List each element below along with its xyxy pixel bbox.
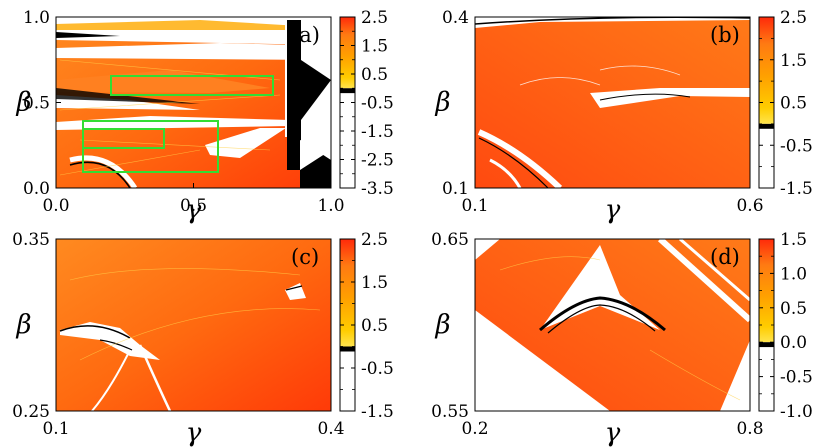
x-tick-label: 1.0 xyxy=(317,196,344,216)
y-axis-label: β xyxy=(15,88,31,118)
colorbar-tick-label: 1.5 xyxy=(361,37,388,57)
colorbar-tick-label: 0.5 xyxy=(780,94,807,114)
y-tick-label: 0.1 xyxy=(442,179,469,199)
colorbar-tick-label: 1.5 xyxy=(780,51,807,71)
y-tick-label: 0.35 xyxy=(12,230,50,250)
colorbar-tick-label: -0.5 xyxy=(780,136,813,156)
colorbar-tick-label: -1.5 xyxy=(361,122,394,142)
y-tick-label: 1.0 xyxy=(23,8,50,28)
panel-b-colorbar: 2.5 1.5 0.5 -0.5 -1.5 xyxy=(758,8,813,199)
x-tick-label: 0.8 xyxy=(736,419,763,439)
x-tick-label: 0.2 xyxy=(461,419,488,439)
colorbar-zero-band xyxy=(340,88,355,94)
panel-a-colorbar: 2.5 1.5 0.5 -0.5 -1.5 -2.5 -3.5 xyxy=(339,8,394,199)
colorbar-tick-label: 1.0 xyxy=(780,264,807,284)
x-tick-label: 0.6 xyxy=(736,196,763,216)
x-axis-label: γ xyxy=(605,418,621,447)
panel-a: (a) 0.0 0.5 1.0 0.0 0.5 1.0 γ β 2.5 1.5 0.5 -0.5 -1… xyxy=(15,8,393,225)
x-tick-label: 0.0 xyxy=(42,196,69,216)
colorbar-negative xyxy=(759,347,774,411)
colorbar-tick-label: 0.0 xyxy=(780,333,807,353)
colorbar-tick-label: 2.5 xyxy=(361,230,388,250)
colorbar-tick-label: 0.5 xyxy=(780,299,807,319)
panel-d-label: (d) xyxy=(710,245,740,269)
colorbar-positive xyxy=(759,239,774,343)
panel-a-heatmap xyxy=(55,16,332,190)
colorbar-tick-label: -1.0 xyxy=(780,402,813,422)
y-tick-label: 0.55 xyxy=(431,402,469,422)
panel-b: (b) 0.1 0.6 0.1 0.4 γ β 2.5 1.5 0.5 -0.5 -1.5 xyxy=(434,8,812,225)
colorbar-zero-band xyxy=(759,342,774,348)
panel-c-heatmap xyxy=(55,238,332,412)
colorbar-negative xyxy=(340,93,355,188)
colorbar-tick-label: 2.5 xyxy=(361,8,388,28)
colorbar-negative xyxy=(759,128,774,188)
x-axis-label: γ xyxy=(605,195,621,225)
panel-c-colorbar: 2.5 1.5 0.5 -0.5 -1.5 xyxy=(339,230,394,422)
panel-d-colorbar: 1.5 1.0 0.5 0.0 -0.5 -1.0 xyxy=(758,230,813,422)
colorbar-positive xyxy=(759,17,774,124)
colorbar-zero-band xyxy=(340,346,355,352)
colorbar-tick-label: 0.5 xyxy=(361,65,388,85)
x-tick-label: 0.1 xyxy=(461,196,488,216)
zoom-box-c xyxy=(82,128,165,149)
y-tick-label: 0.5 xyxy=(23,94,50,114)
panel-d-heatmap xyxy=(474,236,753,412)
colorbar-tick-label: -1.5 xyxy=(361,402,394,422)
y-axis-label: β xyxy=(434,88,450,118)
zoom-box-d xyxy=(110,75,274,96)
y-tick-label: 0.25 xyxy=(12,402,50,422)
panel-d: (d) 0.2 0.8 0.55 0.65 γ β 1.5 1.0 0.5 0.0 -0.5 -1.… xyxy=(431,230,813,447)
panel-b-heatmap xyxy=(474,16,751,191)
colorbar-tick-label: -3.5 xyxy=(361,179,394,199)
colorbar-positive xyxy=(340,239,355,347)
colorbar-tick-label: 0.5 xyxy=(361,316,388,336)
panel-c-label: (c) xyxy=(291,245,319,269)
colorbar-zero-band xyxy=(759,123,774,129)
x-axis-label: γ xyxy=(186,418,202,447)
colorbar-tick-label: -0.5 xyxy=(361,359,394,379)
colorbar-tick-label: -0.5 xyxy=(780,368,813,388)
colorbar-negative xyxy=(340,351,355,411)
panel-a-label: (a) xyxy=(291,23,320,47)
x-axis-label: γ xyxy=(186,195,202,225)
panel-c: (c) 0.1 0.4 0.25 0.35 γ β 2.5 1.5 0.5 -0.5 -1.5 xyxy=(12,230,394,447)
colorbar-tick-label: 2.5 xyxy=(780,8,807,28)
y-tick-label: 0.4 xyxy=(442,8,469,28)
y-axis-label: β xyxy=(434,310,450,340)
panel-b-label: (b) xyxy=(710,23,740,47)
colorbar-tick-label: -2.5 xyxy=(361,151,394,171)
y-axis-label: β xyxy=(15,310,31,340)
y-tick-label: 0.0 xyxy=(23,179,50,199)
colorbar-tick-label: 1.5 xyxy=(361,273,388,293)
colorbar-positive xyxy=(340,17,355,89)
colorbar-tick-label: -1.5 xyxy=(780,179,813,199)
colorbar-tick-label: 1.5 xyxy=(780,230,807,250)
colorbar-tick-label: -0.5 xyxy=(361,94,394,114)
x-tick-label: 0.1 xyxy=(42,419,69,439)
x-tick-label: 0.5 xyxy=(180,196,207,216)
x-tick-label: 0.4 xyxy=(317,419,344,439)
panel-d-axes: 0.2 0.8 0.55 0.65 γ β xyxy=(431,230,763,447)
panel-a-axes: 0.0 0.5 1.0 0.0 0.5 1.0 γ β xyxy=(15,8,344,225)
y-tick-label: 0.65 xyxy=(431,230,469,250)
panel-b-axes: 0.1 0.6 0.1 0.4 γ β xyxy=(434,8,763,225)
panel-c-axes: 0.1 0.4 0.25 0.35 γ β xyxy=(12,230,344,447)
